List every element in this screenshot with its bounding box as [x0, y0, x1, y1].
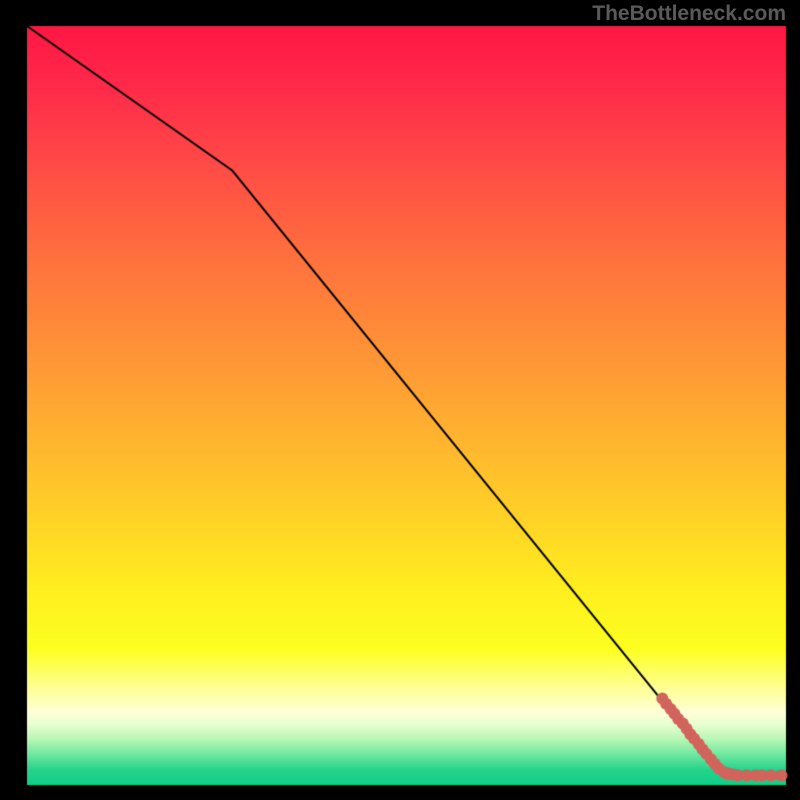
bottleneck-chart [0, 0, 800, 800]
watermark-text: TheBottleneck.com [592, 2, 786, 26]
